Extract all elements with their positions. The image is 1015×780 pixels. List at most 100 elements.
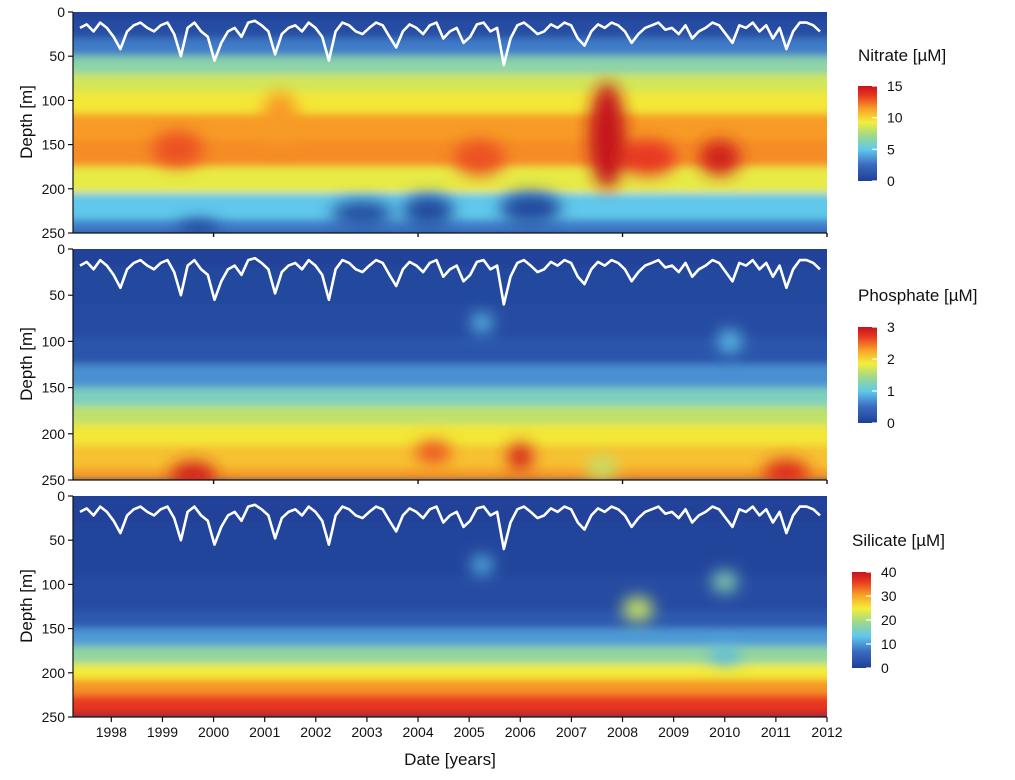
- x-tick-label: 2002: [300, 724, 331, 740]
- y-tick-label: 100: [42, 92, 66, 108]
- y-axis-label: Depth [m]: [17, 569, 36, 643]
- profile-band: [73, 610, 827, 630]
- profile-band: [73, 468, 827, 480]
- profile-band: [73, 267, 827, 306]
- feature-blob: [622, 596, 654, 622]
- phosphate-field: [73, 249, 827, 480]
- colorbar-ticks: 0 1 2 3: [872, 319, 895, 431]
- colorbar-tick-label: 10: [881, 636, 897, 652]
- feature-blob: [453, 140, 505, 176]
- y-ticks: 0 50 100 150 200 250: [42, 241, 73, 488]
- feature-blob: [471, 556, 493, 574]
- x-tick-label: 2003: [351, 724, 382, 740]
- colorbar-tick-label: 10: [887, 110, 903, 126]
- colorbar-title: Phosphate [µM]: [858, 286, 977, 305]
- profile-band: [73, 56, 827, 75]
- colorbar-gradient: [858, 86, 877, 181]
- colorbar-tick-label: 3: [887, 319, 895, 335]
- feature-blob: [471, 313, 493, 333]
- x-tick-label: 2000: [198, 724, 229, 740]
- profile-band: [73, 646, 827, 665]
- mixed-layer-line: [79, 503, 821, 551]
- y-tick-label: 250: [42, 709, 66, 725]
- feature-blob: [718, 330, 742, 353]
- feature-blob: [711, 571, 738, 593]
- nitrate-field: [73, 12, 827, 233]
- feature-blob: [586, 456, 618, 480]
- y-axis-label: Depth [m]: [17, 327, 36, 401]
- y-tick-label: 0: [57, 241, 65, 257]
- x-tick-label: 2006: [505, 724, 536, 740]
- y-tick-label: 50: [49, 287, 65, 303]
- x-tick-label: 1999: [147, 724, 178, 740]
- profile-band: [73, 73, 827, 93]
- x-ticks: [212, 480, 828, 484]
- colorbar-tick-label: 0: [887, 173, 895, 189]
- colorbar-tick-label: 40: [881, 564, 897, 580]
- x-tick-label: 2011: [761, 724, 791, 740]
- profile-band: [73, 628, 827, 648]
- y-tick-label: 200: [42, 665, 66, 681]
- profile-band: [73, 304, 827, 338]
- colorbar-tick-label: 2: [887, 351, 895, 367]
- feature-blob: [177, 219, 219, 233]
- y-tick-label: 100: [42, 576, 66, 592]
- y-tick-label: 150: [42, 621, 66, 637]
- profile-band: [73, 679, 827, 696]
- colorbar-ticks: 0 10 20 30 40: [866, 564, 897, 676]
- panel-phosphate: 0 50 100 150 200 250 Depth [m] Phosphate [µM]…: [17, 241, 977, 488]
- y-tick-label: 50: [49, 532, 65, 548]
- feature-blob: [415, 441, 452, 464]
- field-features: [170, 313, 810, 480]
- colorbar-tick-label: 1: [887, 383, 895, 399]
- profile-band: [73, 387, 827, 408]
- profile-band: [73, 406, 827, 426]
- mixed-layer-line: [79, 256, 821, 306]
- x-tick-label: 2008: [607, 724, 638, 740]
- profile-band: [73, 522, 827, 577]
- field-strips: [73, 12, 827, 233]
- y-tick-label: 200: [42, 426, 66, 442]
- colorbar-tick-label: 0: [881, 660, 889, 676]
- profile-band: [73, 424, 827, 447]
- y-axis-label: Depth [m]: [17, 85, 36, 159]
- y-tick-label: 0: [57, 4, 65, 20]
- profile-band: [73, 91, 827, 115]
- profile-band: [73, 663, 827, 681]
- field-features: [471, 556, 741, 664]
- feature-blob: [709, 646, 741, 664]
- y-tick-label: 50: [49, 48, 65, 64]
- y-tick-label: 0: [57, 488, 65, 504]
- colorbar: Nitrate [µM] 0 5 10 15: [858, 46, 946, 189]
- x-axis-label: Date [years]: [404, 750, 496, 769]
- profile-band: [73, 113, 827, 142]
- profile-band: [73, 694, 827, 712]
- y-ticks: 0 50 100 150 200 250: [42, 488, 73, 725]
- feature-blob: [262, 91, 298, 145]
- colorbar-title: Silicate [µM]: [852, 531, 945, 550]
- x-tick-label: 2012: [811, 724, 842, 740]
- x-tick-label: 2009: [658, 724, 689, 740]
- field-strips: [73, 496, 827, 717]
- y-tick-label: 150: [42, 137, 66, 153]
- x-tick-label: 2004: [402, 724, 433, 740]
- feature-blob: [619, 140, 677, 176]
- field-strips: [73, 249, 827, 480]
- x-tick-label: 2010: [709, 724, 740, 740]
- colorbar-tick-label: 5: [887, 141, 895, 157]
- colorbar-tick-label: 20: [881, 612, 897, 628]
- profile-band: [73, 249, 827, 269]
- profile-band: [73, 219, 827, 233]
- x-tick-label: 1998: [96, 724, 127, 740]
- y-tick-label: 200: [42, 181, 66, 197]
- y-tick-label: 100: [42, 333, 66, 349]
- x-tick-label: 2005: [454, 724, 485, 740]
- feature-blob: [152, 131, 204, 167]
- colorbar-gradient: [858, 327, 877, 423]
- field-features: [152, 82, 741, 233]
- profile-band: [73, 575, 827, 612]
- x-tick-label: 2007: [556, 724, 587, 740]
- y-ticks: 0 50 100 150 200 250: [42, 4, 73, 241]
